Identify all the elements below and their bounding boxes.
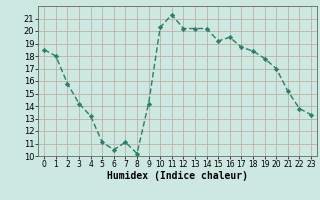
X-axis label: Humidex (Indice chaleur): Humidex (Indice chaleur) — [107, 171, 248, 181]
